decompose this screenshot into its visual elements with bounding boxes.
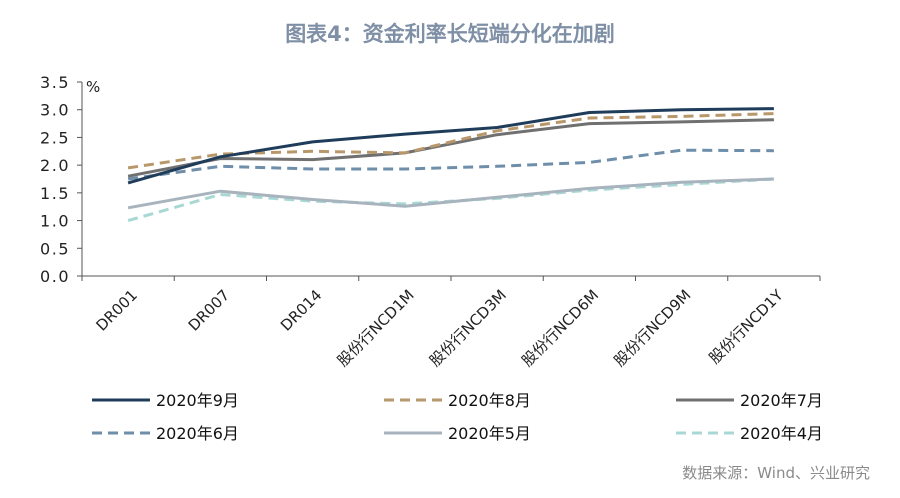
y-tick-label: 3.0 bbox=[40, 101, 70, 120]
x-tick-label: 股份行NCD6M bbox=[518, 286, 602, 370]
x-tick-label: 股份行NCD1M bbox=[334, 286, 418, 370]
x-tick-label: 股份行NCD1Y bbox=[705, 286, 787, 368]
legend: 2020年9月 2020年8月 2020年7月 2020年6月 2020年5月 2020年… bbox=[92, 391, 823, 443]
series-line bbox=[127, 118, 774, 178]
x-tick-label: DR014 bbox=[277, 286, 326, 335]
series-lines bbox=[127, 107, 774, 223]
x-tick-label: 股份行NCD3M bbox=[426, 286, 510, 370]
series-line bbox=[127, 112, 774, 170]
legend-label: 2020年6月 bbox=[156, 424, 239, 443]
series-line bbox=[127, 177, 774, 210]
legend-label: 2020年7月 bbox=[740, 391, 823, 410]
legend-label: 2020年9月 bbox=[156, 391, 239, 410]
y-axis-unit: % bbox=[86, 78, 100, 96]
y-tick-label: 1.0 bbox=[40, 212, 70, 231]
series-line bbox=[127, 107, 774, 185]
y-tick-label: 0.0 bbox=[40, 267, 70, 286]
y-tick-labels: 0.0 0.5 1.0 1.5 2.0 2.5 3.0 3.5% bbox=[40, 73, 100, 286]
y-tick-label: 1.5 bbox=[40, 184, 70, 203]
legend-label: 2020年5月 bbox=[448, 424, 531, 443]
y-tick-label: 3.5 bbox=[40, 73, 70, 92]
axes bbox=[77, 81, 821, 281]
legend-label: 2020年8月 bbox=[448, 391, 531, 410]
x-tick-label: 股份行NCD9M bbox=[610, 286, 694, 370]
x-tick-label: DR007 bbox=[185, 286, 234, 335]
y-tick-label: 0.5 bbox=[40, 239, 70, 258]
x-tick-labels: DR001 DR007 DR014 股份行NCD1M 股份行NCD3M 股份行NCD6M 股… bbox=[92, 286, 787, 371]
y-tick-label: 2.5 bbox=[40, 128, 70, 147]
y-tick-label: 2.0 bbox=[40, 156, 70, 175]
chart-title: 图表4：资金利率长短端分化在加剧 bbox=[285, 22, 615, 46]
series-line bbox=[127, 148, 774, 181]
legend-label: 2020年4月 bbox=[740, 424, 823, 443]
series-line bbox=[127, 177, 774, 223]
x-tick-label: DR001 bbox=[92, 286, 141, 335]
source-note: 数据来源：Wind、兴业研究 bbox=[682, 464, 870, 482]
